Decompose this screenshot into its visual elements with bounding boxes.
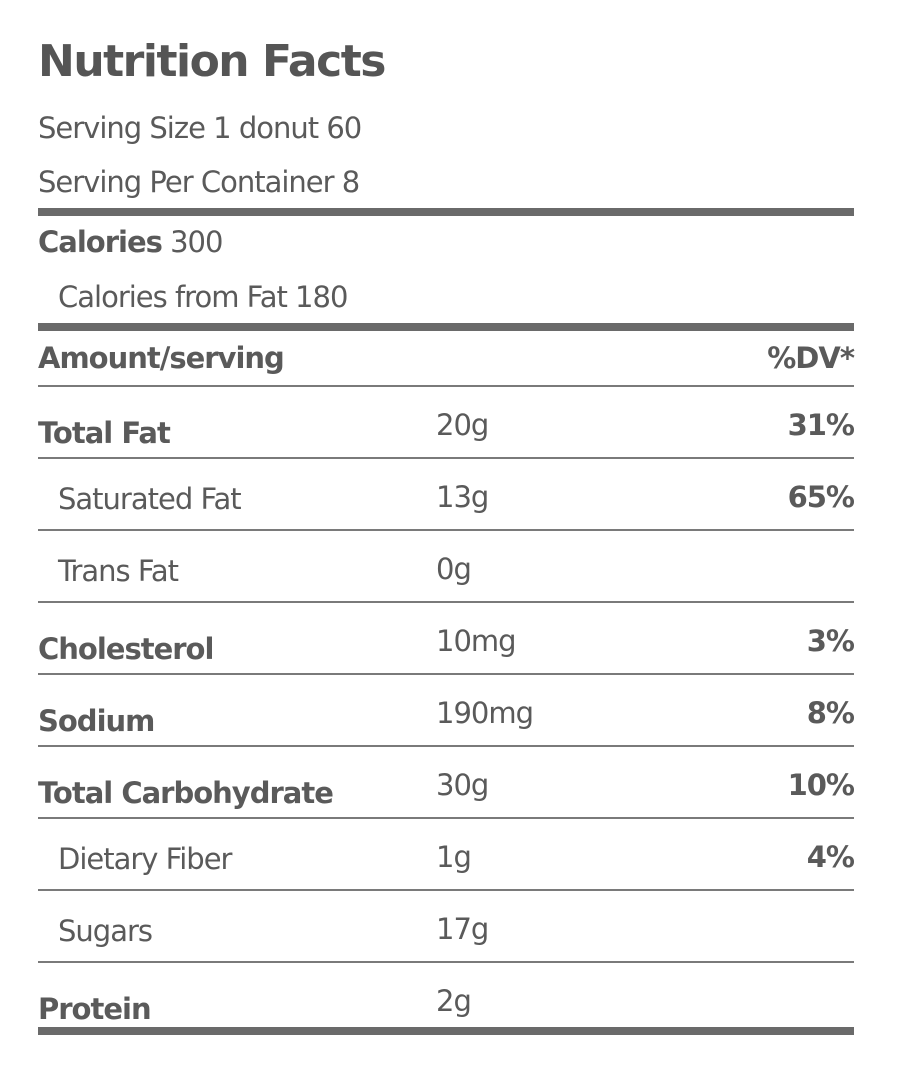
thin-divider [38,673,854,675]
calories-value: 300 [170,225,223,259]
nutrient-row-total-carbohydrate: Total Carbohydrate 30g 10% [38,747,855,819]
nutrient-name: Sodium [38,704,155,738]
nutrient-dv: 65% [787,480,855,514]
servings-per-container: Serving Per Container 8 [38,165,360,199]
nutrient-row-total-fat: Total Fat 20g 31% [38,387,855,459]
thin-divider [38,961,854,963]
nutrient-amount: 0g [436,552,472,586]
nutrient-amount: 190mg [436,696,534,730]
nutrient-amount: 1g [436,840,472,874]
nutrient-row-saturated-fat: Saturated Fat 13g 65% [38,459,855,531]
nutrient-row-sodium: Sodium 190mg 8% [38,675,855,747]
nutrient-name: Dietary Fiber [58,842,232,876]
nutrient-name: Protein [38,992,152,1026]
thick-divider [38,323,854,331]
nutrient-dv: 31% [787,408,855,442]
daily-value-header: %DV* [767,341,855,375]
calories-line: Calories 300 [38,222,223,262]
nutrient-name: Total Carbohydrate [38,776,334,810]
nutrient-dv: 10% [787,768,855,802]
nutrient-dv: 8% [806,696,855,730]
nutrient-amount: 2g [436,984,472,1018]
thick-divider-bottom [38,1027,854,1035]
nutrient-amount: 17g [436,912,489,946]
nutrient-dv: 3% [806,624,855,658]
nutrient-dv: 4% [806,840,855,874]
nutrient-row-dietary-fiber: Dietary Fiber 1g 4% [38,819,855,891]
nutrient-name: Total Fat [38,416,171,450]
nutrient-row-protein: Protein 2g [38,963,854,1035]
nutrient-amount: 20g [436,408,489,442]
amount-per-serving-header: Amount/serving [38,341,285,375]
thick-divider [38,208,854,216]
nutrient-name: Trans Fat [58,554,179,588]
nutrient-name: Cholesterol [38,632,214,666]
calories-label: Calories [38,225,163,259]
nutrient-amount: 10mg [436,624,517,658]
amount-header-row: Amount/serving %DV* [38,338,855,378]
nutrient-amount: 13g [436,480,489,514]
thin-divider [38,817,854,819]
nutrient-name: Saturated Fat [58,482,242,516]
nutrition-facts-title: Nutrition Facts [38,36,386,87]
thin-divider [38,385,854,387]
nutrient-name: Sugars [58,914,153,948]
calories-from-fat: Calories from Fat 180 [58,280,348,314]
thin-divider [38,889,854,891]
thin-divider [38,745,854,747]
nutrient-row-cholesterol: Cholesterol 10mg 3% [38,603,855,675]
nutrient-amount: 30g [436,768,489,802]
serving-size: Serving Size 1 donut 60 [38,111,362,145]
nutrient-row-trans-fat: Trans Fat 0g [38,531,854,603]
nutrient-row-sugars: Sugars 17g [38,891,854,963]
thin-divider [38,457,854,459]
thin-divider [38,529,854,531]
thin-divider [38,601,854,603]
